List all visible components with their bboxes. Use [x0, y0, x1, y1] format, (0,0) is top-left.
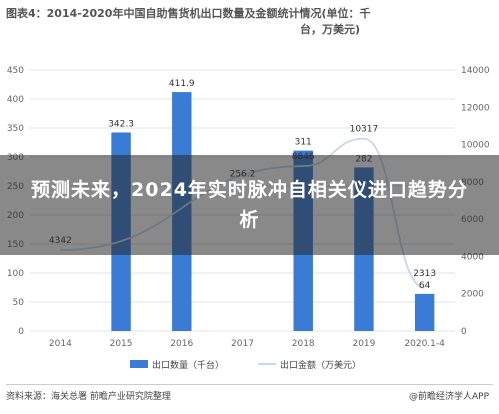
x-tick-label: 2019 — [352, 339, 375, 349]
source-text: 资料来源：海关总署 前瞻产业研究院整理 — [6, 392, 171, 402]
legend-label-bar: 出口数量（千台） — [152, 359, 224, 371]
x-tick-label: 2016 — [170, 339, 193, 349]
line-data-label: 10317 — [350, 125, 379, 135]
x-tick-label: 2020.1-4 — [404, 339, 445, 349]
y-left-tick-label: 0 — [18, 327, 24, 337]
y-left-tick-label: 450 — [7, 66, 24, 76]
x-tick-label: 2014 — [49, 339, 72, 349]
y-left-tick-label: 100 — [7, 269, 24, 279]
legend-swatch-bar — [130, 360, 148, 368]
y-left-tick-label: 350 — [7, 124, 24, 134]
chart-title: 图表4：2014-2020年中国自助售货机出口数量及金额统计情况(单位：千 台，… — [6, 6, 494, 38]
x-tick-label: 2015 — [110, 339, 133, 349]
chart-title-line1: 图表4：2014-2020年中国自助售货机出口数量及金额统计情况(单位：千 — [6, 7, 371, 20]
bar-data-label: 311 — [295, 138, 312, 148]
bar-data-label: 342.3 — [108, 119, 134, 129]
bar-data-label: 411.9 — [169, 79, 195, 89]
headline-text: 预测未来，2024年实时脉冲自相关仪进口趋势分析 — [31, 179, 468, 231]
y-right-tick-label: 0 — [461, 327, 467, 337]
brand-text: @前瞻经济学人APP — [408, 392, 489, 402]
chart-title-line2: 台，万美元) — [299, 23, 361, 36]
y-left-tick-label: 400 — [7, 95, 24, 105]
y-right-tick-label: 4000 — [461, 252, 484, 262]
y-right-tick-label: 12000 — [461, 103, 490, 113]
headline-overlay: 预测未来，2024年实时脉冲自相关仪进口趋势分析 — [0, 155, 499, 255]
x-tick-label: 2017 — [231, 339, 254, 349]
line-data-label: 2313 — [413, 269, 436, 279]
legend-label-line: 出口金额（万美元） — [280, 359, 361, 371]
bar — [414, 293, 435, 331]
y-left-tick-label: 50 — [13, 298, 25, 308]
bar-data-label: 64 — [419, 281, 431, 291]
y-right-tick-label: 10000 — [461, 141, 490, 151]
footer-divider — [6, 384, 493, 385]
y-right-tick-label: 14000 — [461, 66, 490, 76]
x-tick-label: 2018 — [292, 339, 315, 349]
y-right-tick-label: 2000 — [461, 290, 484, 300]
